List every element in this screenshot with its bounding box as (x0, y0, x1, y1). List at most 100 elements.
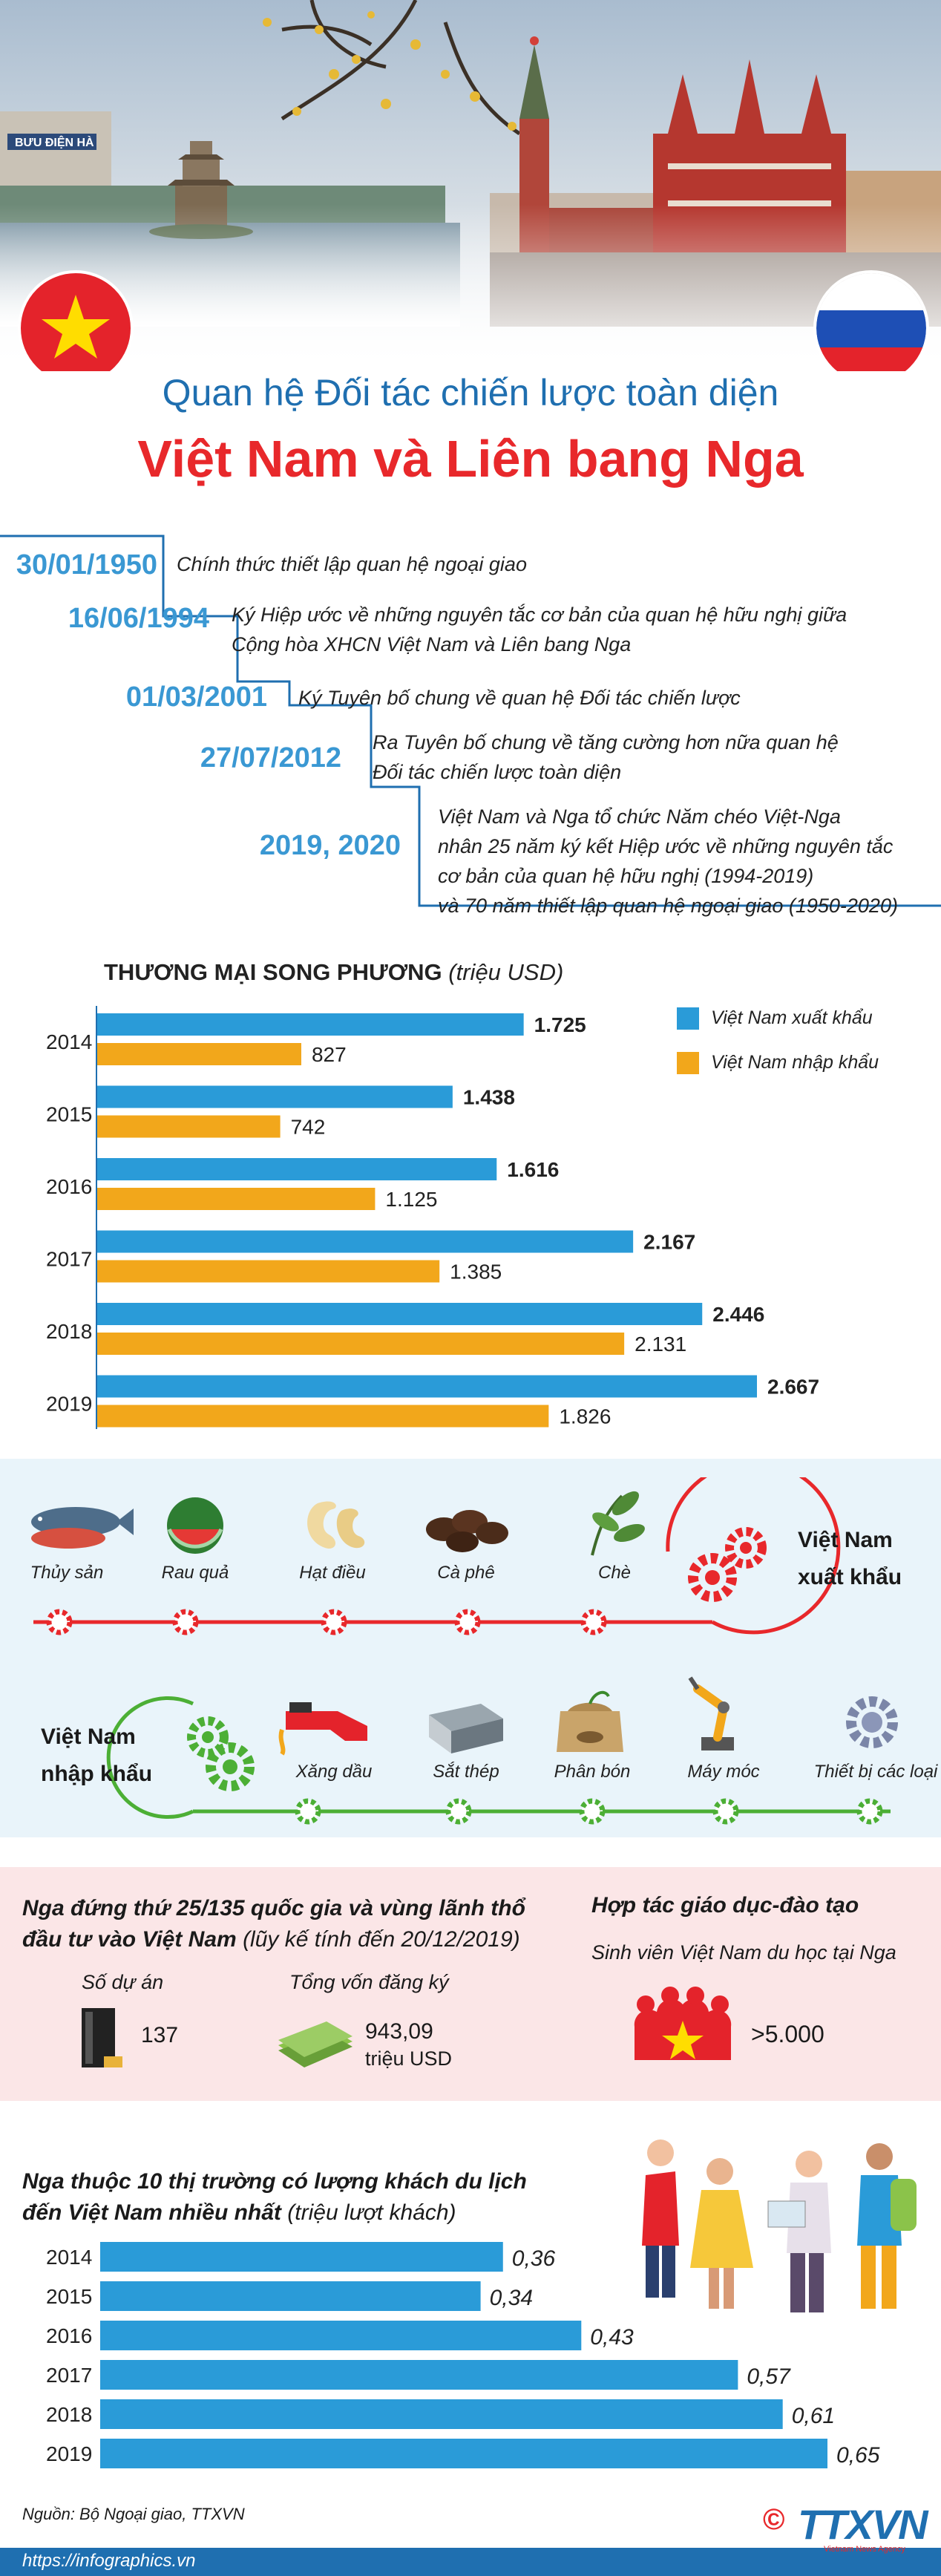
year-label: 2018 (46, 2403, 92, 2426)
import-bar (96, 1115, 281, 1138)
gear-icon (321, 1609, 347, 1635)
fertilizer-bag-icon (557, 1690, 623, 1752)
timeline-text: Ký Tuyên bố chung về quan hệ Đối tác chi… (298, 687, 741, 709)
year-label: 2015 (46, 2285, 92, 2308)
gear-icon (712, 1798, 739, 1825)
year-label: 2019 (46, 2442, 92, 2465)
product-label: Cà phê (437, 1563, 495, 1583)
timeline-date: 27/07/2012 (200, 742, 341, 774)
gear-icon (856, 1798, 883, 1825)
tourism-bar (100, 2242, 503, 2272)
product-label: Xăng dầu (295, 1762, 373, 1782)
copyright-icon: © (763, 2503, 785, 2536)
capital-unit: triệu USD (365, 2047, 453, 2070)
tourism-title: Nga thuộc 10 thị trường có lượng khách d… (22, 2169, 527, 2225)
banner-illustration: BƯU ĐIỆN HÀ (0, 0, 941, 371)
tourism-bar (100, 2399, 783, 2429)
bar-value-label: 0,36 (512, 2246, 556, 2271)
education-title: Hợp tác giáo dục-đào tạo (591, 1893, 859, 1918)
bar-value-label: 2.167 (643, 1231, 695, 1254)
legend-swatch (677, 1007, 699, 1030)
product-label: Thủy sản (30, 1563, 104, 1583)
year-label: 2015 (46, 1103, 92, 1126)
import-gears-icon (187, 1716, 255, 1791)
export-bar (96, 1158, 497, 1180)
site-link[interactable]: https://infographics.vn (22, 2551, 196, 2571)
cashew-icon (307, 1501, 365, 1549)
timeline-date: 16/06/1994 (68, 603, 209, 634)
timeline: 30/01/1950 Chính thức thiết lập quan hệ … (0, 520, 941, 935)
tourism-bar (100, 2439, 827, 2468)
exports-section: Việt Nam xuất khẩu Thủy sản Rau quả Hạt đ… (0, 1477, 941, 1648)
year-label: 2017 (46, 2364, 92, 2387)
product-label: Chè (597, 1563, 632, 1583)
tourism-bar (100, 2321, 582, 2350)
projects-value: 137 (141, 2023, 179, 2047)
students-flag-icon (634, 1987, 732, 2060)
year-label: 2016 (46, 2324, 92, 2347)
education-subtitle: Sinh viên Việt Nam du học tại Nga (591, 1941, 896, 1964)
source-note: Nguồn: Bộ Ngoại giao, TTXVN (22, 2505, 245, 2523)
coffee-beans-icon (426, 1510, 508, 1552)
export-bar (96, 1085, 453, 1108)
trade-bar-chart: 2014 1.725 827 2015 1.438 742 2016 1.616 1.125 20… (46, 1006, 819, 1429)
tourists-illustration (642, 2139, 917, 2312)
timeline-text: Chính thức thiết lập quan hệ ngoại giao (177, 553, 527, 575)
building-icon (82, 2008, 122, 2067)
timeline-text: Ra Tuyên bố chung về tăng cường hơn nữa … (373, 731, 839, 783)
bar-value-label: 0,65 (836, 2443, 880, 2468)
tourism-bar (100, 2281, 481, 2311)
legend-label: Việt Nam xuất khẩu (711, 1007, 873, 1028)
logo-subtitle: Vietnam News Agency (824, 2545, 905, 2554)
product-label: Máy móc (687, 1762, 760, 1782)
legend-label: Việt Nam nhập khẩu (711, 1052, 879, 1073)
export-bar (96, 1375, 757, 1398)
watermelon-icon (167, 1497, 223, 1554)
investment-title: Nga đứng thứ 25/135 quốc gia và vùng lãn… (22, 1896, 525, 1952)
year-label: 2019 (46, 1393, 92, 1416)
ttxvn-logo: TTXVN (798, 2501, 928, 2548)
capital-label: Tổng vốn đăng ký (289, 1971, 449, 1993)
bar-value-label: 0,34 (490, 2286, 533, 2310)
bar-value-label: 0,61 (792, 2404, 835, 2428)
bar-value-label: 1.826 (559, 1405, 611, 1428)
title-line-2: Việt Nam và Liên bang Nga (137, 430, 804, 488)
steel-beam-icon (429, 1704, 503, 1753)
tourism-bar (100, 2360, 738, 2390)
gear-icon (454, 1609, 481, 1635)
bar-value-label: 1.616 (507, 1158, 559, 1181)
bar-value-label: 0,57 (747, 2364, 791, 2389)
product-label: Hạt điều (299, 1563, 366, 1583)
export-bar (96, 1013, 524, 1036)
product-label: Phân bón (554, 1762, 631, 1782)
imports-label: Việt Nam nhập khẩu (41, 1725, 153, 1786)
timeline-staircase (0, 535, 941, 907)
robot-arm-icon (688, 1676, 734, 1750)
timeline-date: 01/03/2001 (125, 681, 267, 713)
fuel-nozzle-icon (278, 1702, 367, 1756)
bar-value-label: 2.131 (635, 1333, 686, 1356)
legend-swatch (677, 1052, 699, 1074)
bar-value-label: 1.438 (463, 1086, 515, 1109)
timeline-text: Ký Hiệp ước về những nguyên tắc cơ bản c… (232, 604, 847, 656)
export-bar (96, 1230, 634, 1253)
bar-value-label: 742 (291, 1116, 326, 1139)
gear-icon (445, 1798, 472, 1825)
fish-icon (31, 1507, 134, 1549)
bar-value-label: 1.385 (450, 1261, 502, 1284)
bar-value-label: 2.667 (767, 1376, 819, 1399)
title-line-1: Quan hệ Đối tác chiến lược toàn diện (162, 372, 779, 413)
import-bar (96, 1405, 549, 1428)
gear-icon (46, 1609, 73, 1635)
bar-value-label: 2.446 (712, 1303, 764, 1326)
footer-bar (0, 2548, 941, 2576)
year-label: 2017 (46, 1248, 92, 1271)
year-label: 2014 (46, 1030, 92, 1053)
bar-value-label: 1.125 (385, 1188, 437, 1211)
import-bar (96, 1043, 301, 1065)
bar-value-label: 827 (312, 1043, 347, 1066)
tea-leaf-icon (591, 1491, 645, 1556)
export-gears-icon (688, 1527, 767, 1602)
timeline-text: Việt Nam và Nga tổ chức Năm chéo Việt-Ng… (438, 805, 898, 917)
investment-education-panel (0, 1867, 941, 2101)
